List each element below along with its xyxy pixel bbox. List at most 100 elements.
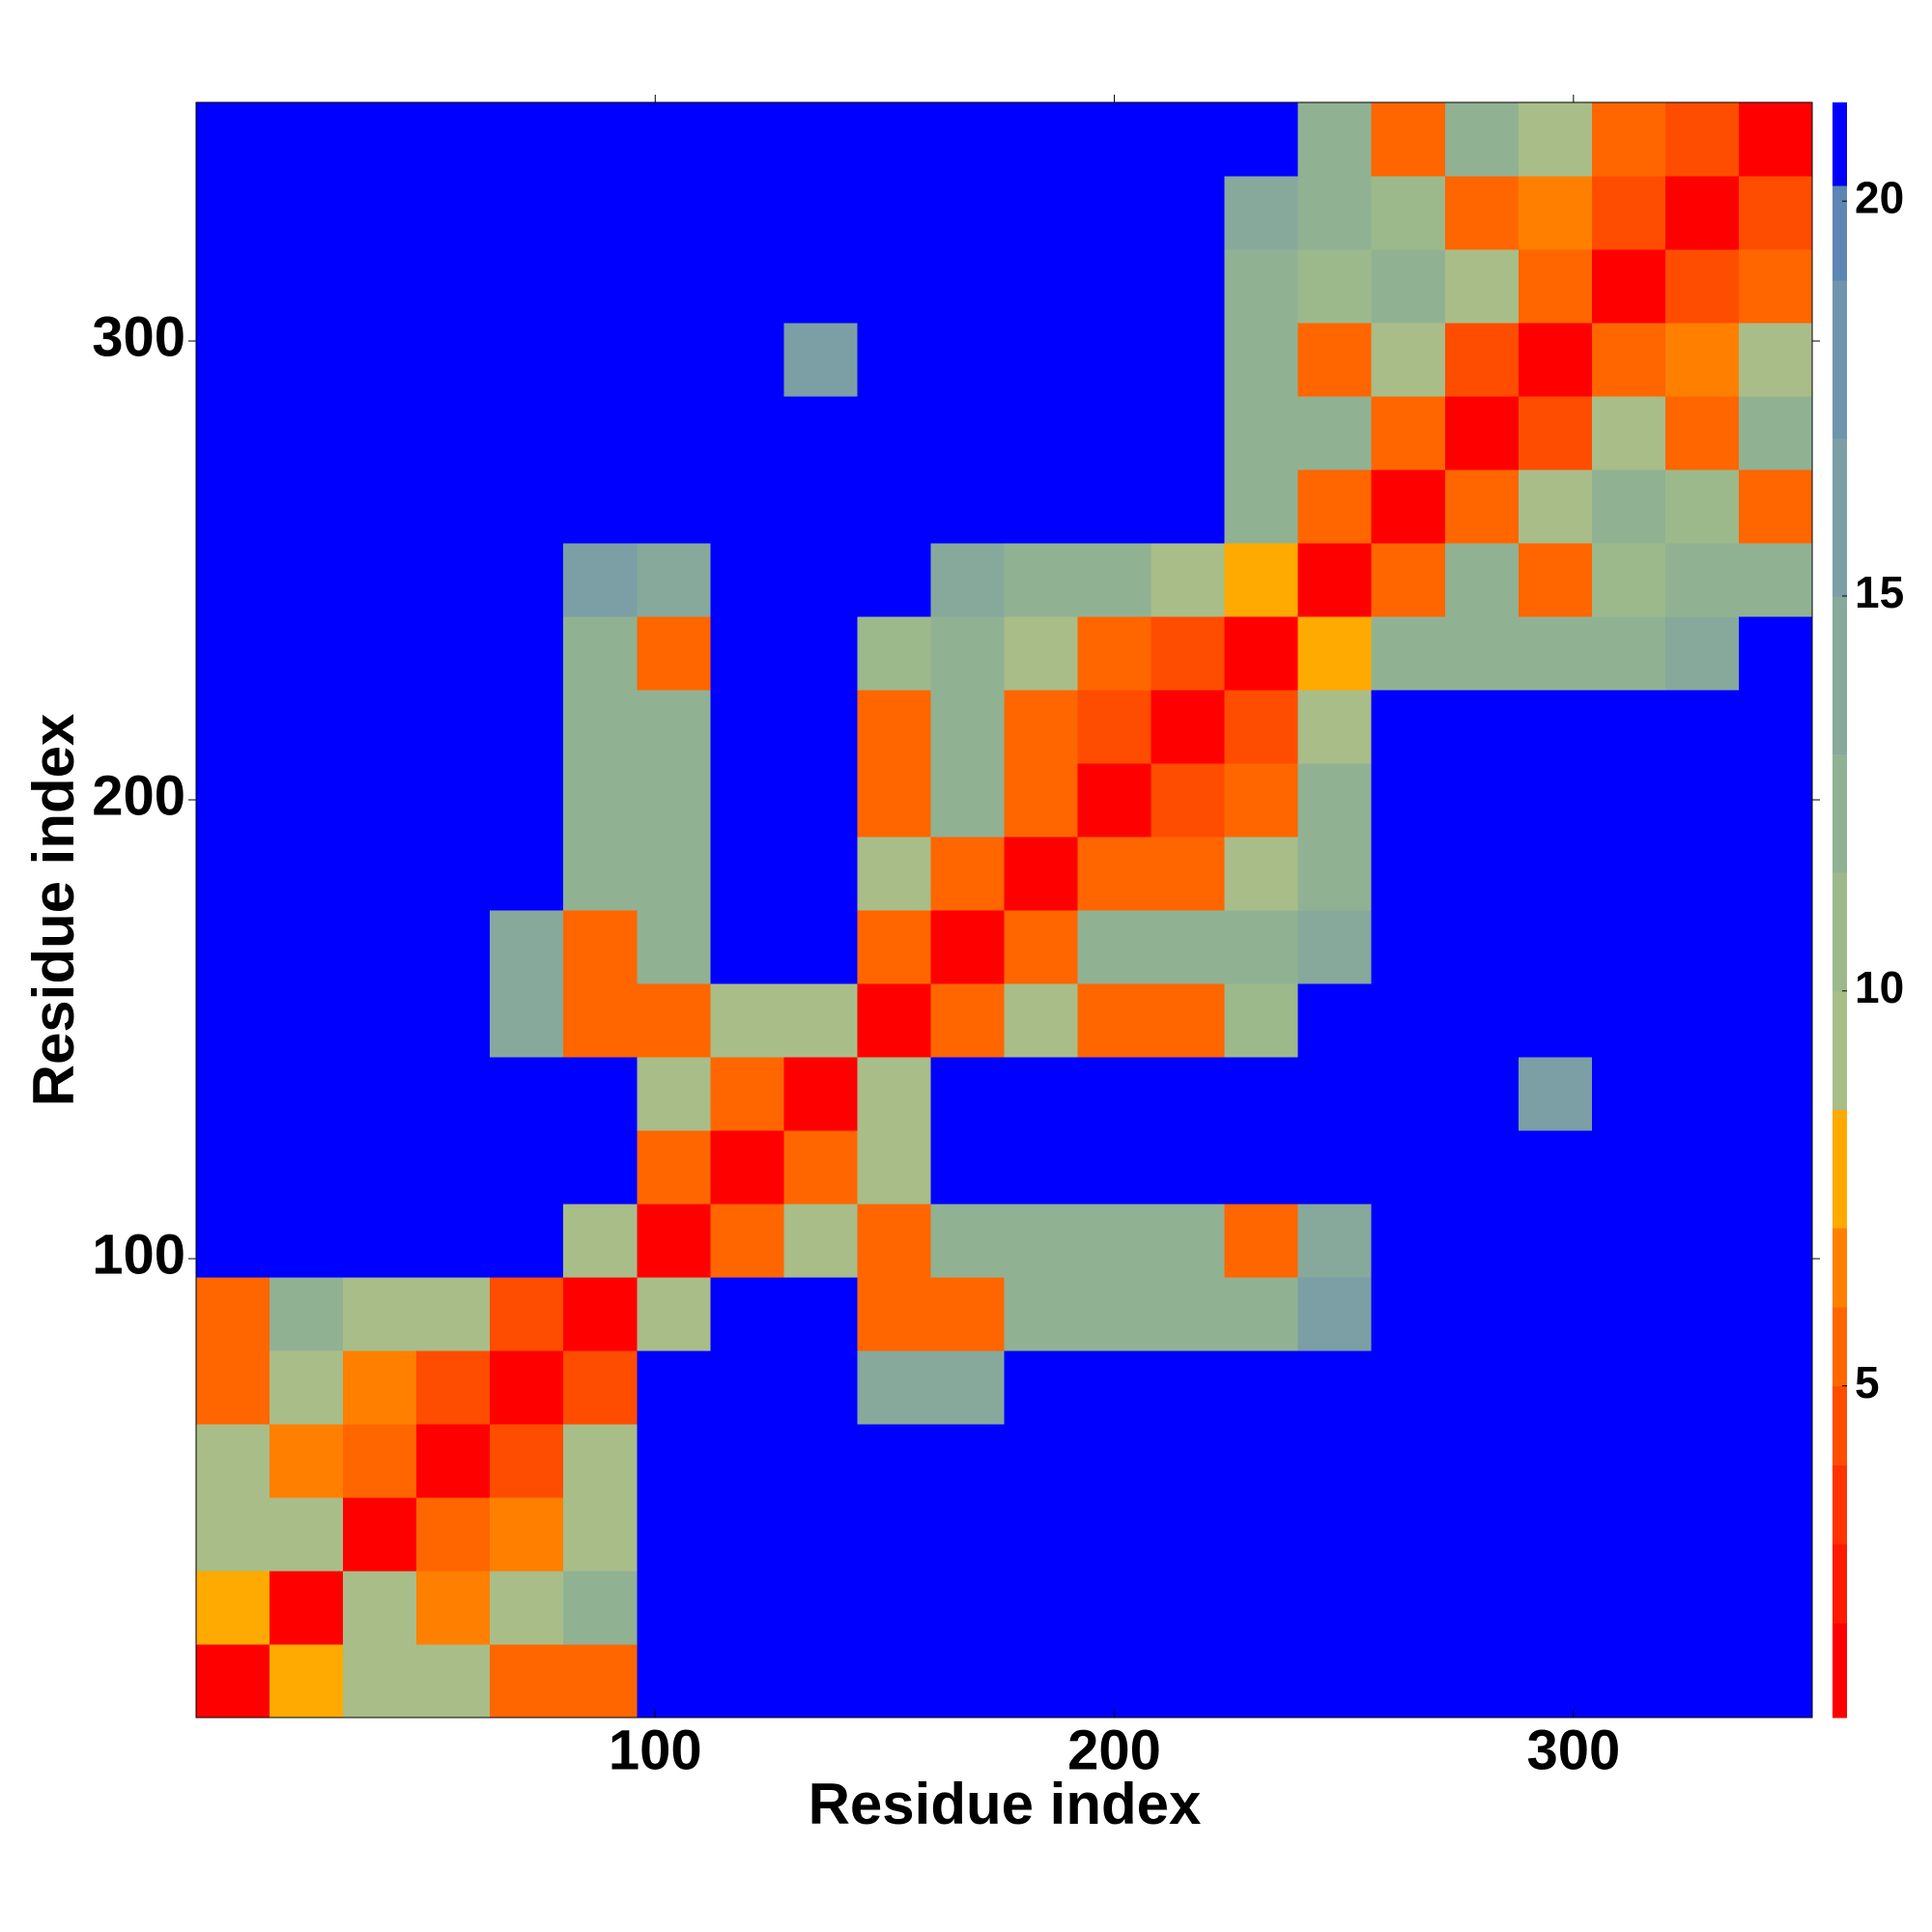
cell bbox=[1004, 1497, 1079, 1572]
cell bbox=[783, 1277, 858, 1351]
cell bbox=[783, 323, 858, 397]
cell bbox=[1738, 1277, 1813, 1351]
cell bbox=[1738, 1130, 1813, 1205]
cell bbox=[1077, 176, 1152, 250]
cell bbox=[1224, 102, 1299, 177]
cell bbox=[1224, 396, 1299, 470]
cell bbox=[1151, 910, 1226, 984]
cell bbox=[1224, 1057, 1299, 1131]
cell bbox=[196, 763, 270, 838]
cell bbox=[710, 1204, 784, 1278]
cell bbox=[637, 176, 711, 250]
cell bbox=[1664, 1204, 1740, 1278]
cell bbox=[1004, 983, 1079, 1058]
cell bbox=[416, 249, 491, 324]
cell bbox=[343, 1277, 417, 1351]
cell bbox=[1151, 249, 1226, 324]
cell bbox=[1151, 690, 1226, 764]
cell bbox=[1444, 1644, 1520, 1719]
cell bbox=[1077, 249, 1152, 324]
cell bbox=[857, 176, 931, 250]
cell bbox=[1077, 1571, 1152, 1645]
cell bbox=[1738, 1497, 1813, 1572]
cell bbox=[1297, 1130, 1373, 1205]
colorbar-band bbox=[1833, 438, 1847, 597]
colorbar-band bbox=[1833, 1109, 1847, 1229]
cell bbox=[783, 1204, 858, 1278]
cell bbox=[1077, 323, 1152, 397]
cell bbox=[1518, 176, 1593, 250]
cell bbox=[1444, 543, 1520, 617]
cell bbox=[1518, 1497, 1593, 1572]
colorbar-tick-label: 15 bbox=[1855, 567, 1904, 617]
cell bbox=[710, 1424, 784, 1498]
x-tick-label: 200 bbox=[1067, 1719, 1161, 1781]
cell bbox=[637, 837, 711, 911]
cell bbox=[637, 910, 711, 984]
cell bbox=[1591, 396, 1666, 470]
cell bbox=[857, 323, 931, 397]
cell bbox=[1371, 176, 1446, 250]
y-tick-label: 300 bbox=[92, 305, 185, 368]
cell bbox=[1518, 1350, 1593, 1425]
cell bbox=[1297, 910, 1373, 984]
cell bbox=[563, 1571, 638, 1645]
colorbar-band bbox=[1833, 1544, 1847, 1624]
cell bbox=[710, 102, 784, 177]
cell bbox=[857, 837, 931, 911]
cell bbox=[490, 1277, 564, 1351]
cell bbox=[1151, 469, 1226, 544]
colorbar-band bbox=[1833, 596, 1847, 755]
cell bbox=[1151, 616, 1226, 691]
cell bbox=[1664, 910, 1740, 984]
cell bbox=[1297, 837, 1373, 911]
cell bbox=[1518, 1130, 1593, 1205]
cell bbox=[930, 690, 1005, 764]
cell bbox=[490, 543, 564, 617]
cell bbox=[1371, 1350, 1446, 1425]
colorbar-band bbox=[1833, 185, 1847, 281]
cell bbox=[1151, 1424, 1226, 1498]
cell bbox=[1371, 983, 1446, 1058]
cell bbox=[637, 102, 711, 177]
cell bbox=[1371, 543, 1446, 617]
cell bbox=[1664, 469, 1740, 544]
cell bbox=[1004, 1644, 1079, 1719]
cell bbox=[270, 690, 344, 764]
cell bbox=[196, 176, 270, 250]
cell bbox=[343, 983, 417, 1058]
cell bbox=[1738, 1057, 1813, 1131]
cell bbox=[857, 249, 931, 324]
cell bbox=[857, 1277, 931, 1351]
cell bbox=[1371, 1130, 1446, 1205]
cell bbox=[857, 102, 931, 177]
cell bbox=[637, 1277, 711, 1351]
cell bbox=[563, 1497, 638, 1572]
x-tick-label: 300 bbox=[1526, 1719, 1620, 1781]
y-tick-label: 100 bbox=[92, 1223, 185, 1286]
cell bbox=[1151, 763, 1226, 838]
cell bbox=[270, 1130, 344, 1205]
cell bbox=[196, 323, 270, 397]
cell bbox=[196, 1350, 270, 1425]
cell bbox=[1664, 176, 1740, 250]
cell bbox=[930, 176, 1005, 250]
cell bbox=[783, 1350, 858, 1425]
cell bbox=[1371, 1571, 1446, 1645]
cell bbox=[710, 1057, 784, 1131]
cell bbox=[1004, 763, 1079, 838]
cell bbox=[1371, 1644, 1446, 1719]
cell bbox=[1151, 396, 1226, 470]
cell bbox=[1297, 690, 1373, 764]
cell bbox=[270, 249, 344, 324]
cell bbox=[1444, 616, 1520, 691]
y-tick-label: 200 bbox=[92, 764, 185, 827]
cell bbox=[783, 616, 858, 691]
cell bbox=[1664, 1350, 1740, 1425]
cell bbox=[1371, 102, 1446, 177]
cell bbox=[270, 1204, 344, 1278]
colorbar-band bbox=[1833, 279, 1847, 439]
cell bbox=[1004, 616, 1079, 691]
cell bbox=[857, 910, 931, 984]
cell bbox=[490, 616, 564, 691]
